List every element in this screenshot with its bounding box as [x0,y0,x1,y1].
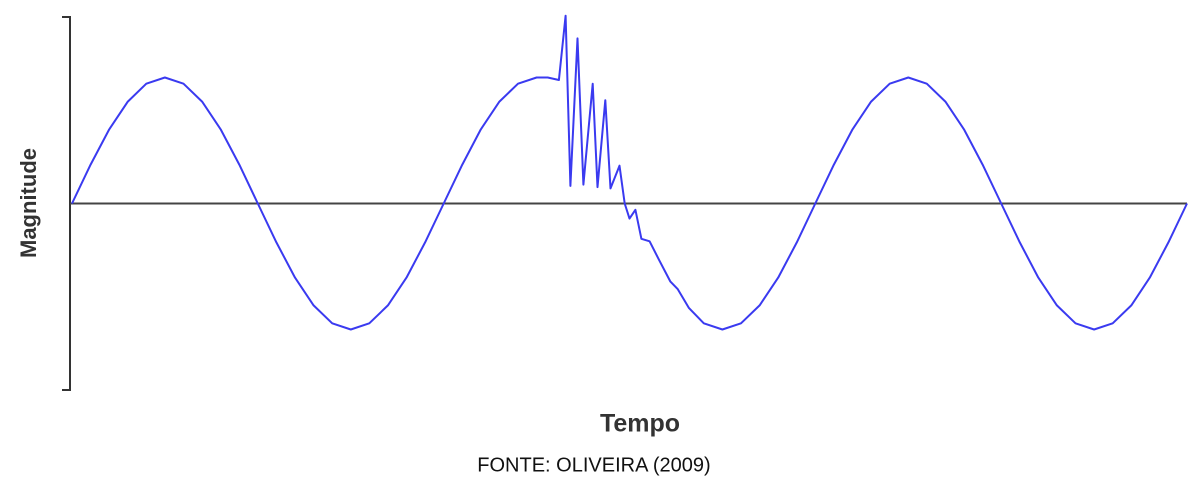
x-axis-label: Tempo [600,410,680,438]
y-axis-label: Magnitude [16,148,41,258]
y-axis [62,16,71,391]
y-axis-line [62,16,71,391]
source: FONTE: OLIVEIRA (2009) [477,454,710,476]
line-series [71,14,1188,331]
